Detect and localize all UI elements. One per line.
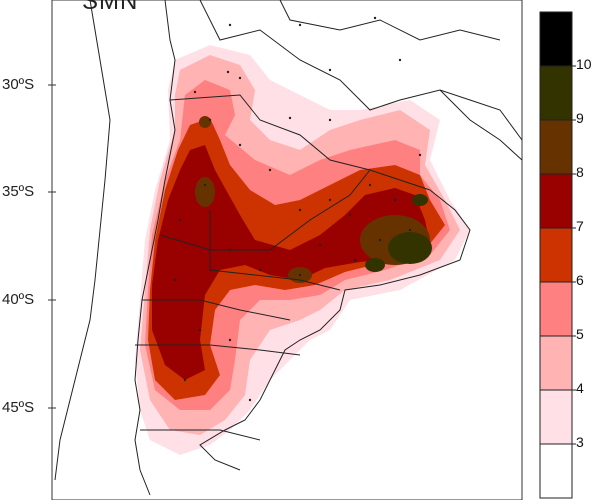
- colorbar-frame: [539, 11, 573, 499]
- station-marker: [373, 16, 377, 20]
- lat-ticks: [48, 84, 56, 409]
- station-marker: [328, 198, 332, 202]
- station-marker: [228, 248, 232, 252]
- station-markers: [173, 16, 422, 402]
- station-marker: [298, 208, 302, 212]
- colorbar-label-8: 8: [576, 164, 584, 180]
- contour-9-10-a: [388, 232, 432, 264]
- colorbar-swatch-7: [540, 174, 572, 228]
- coastline-east: [199, 189, 471, 471]
- station-marker: [408, 228, 412, 232]
- contour-8-9-a: [195, 177, 215, 207]
- contour-9-10-c: [412, 194, 428, 206]
- contour-9-10-b: [365, 258, 385, 272]
- station-marker: [378, 238, 382, 242]
- lat-label-35s: 35ºS: [2, 183, 35, 200]
- station-marker: [288, 116, 292, 120]
- station-marker: [328, 118, 332, 122]
- contour-fields: [135, 45, 470, 455]
- colorbar-label-5: 5: [576, 326, 584, 342]
- province-lines-5: [135, 344, 301, 356]
- station-marker: [393, 198, 397, 202]
- colorbar-swatch-10: [540, 12, 572, 66]
- colorbar-label-6: 6: [576, 272, 584, 288]
- province-lines-4: [142, 299, 291, 321]
- contour-7-8: [152, 145, 430, 380]
- neighbor-border-3: [439, 89, 523, 161]
- station-marker: [368, 183, 372, 187]
- station-marker: [238, 76, 242, 80]
- station-marker: [183, 378, 187, 382]
- province-lines-6: [140, 429, 261, 441]
- station-marker: [228, 338, 232, 342]
- station-marker: [418, 153, 422, 157]
- station-marker: [193, 90, 197, 94]
- station-marker: [173, 278, 177, 282]
- station-marker: [198, 328, 202, 332]
- province-lines-2: [159, 169, 371, 251]
- colorbar-swatch-9: [540, 66, 572, 120]
- colorbar-swatch-6: [540, 228, 572, 282]
- colorbar-swatch-0: [540, 444, 572, 498]
- colorbar: [539, 11, 576, 499]
- colorbar-label-4: 4: [576, 380, 584, 396]
- colorbar-swatch-4: [540, 336, 572, 390]
- station-marker: [318, 243, 322, 247]
- contour-8-9-c: [199, 116, 211, 128]
- station-marker: [178, 218, 182, 222]
- station-marker: [226, 70, 230, 74]
- station-marker: [298, 23, 302, 27]
- neighbor-border-2: [279, 0, 501, 41]
- lat-label-45s: 45ºS: [2, 399, 35, 416]
- station-marker: [258, 268, 262, 272]
- colorbar-swatch-5: [540, 282, 572, 336]
- station-marker: [328, 68, 332, 72]
- borders: [54, 0, 523, 496]
- colorbar-label-7: 7: [576, 218, 584, 234]
- lat-label-40s: 40ºS: [2, 291, 35, 308]
- country-border-west: [134, 0, 176, 496]
- station-marker: [208, 118, 212, 122]
- smn-logo: SMN: [82, 0, 139, 15]
- colorbar-ticks: [540, 65, 576, 445]
- chile-coast: [54, 0, 111, 481]
- station-marker: [348, 213, 352, 217]
- colorbar-swatch-8: [540, 120, 572, 174]
- station-marker: [248, 398, 252, 402]
- lat-label-30s: 30ºS: [2, 76, 35, 93]
- station-marker: [353, 258, 357, 262]
- colorbar-swatch-3: [540, 390, 572, 444]
- station-marker: [238, 143, 242, 147]
- colorbar-label-9: 9: [576, 110, 584, 126]
- colorbar-label-10: 10: [576, 56, 592, 72]
- station-marker: [298, 273, 302, 277]
- station-marker: [228, 23, 232, 27]
- province-lines-3: [209, 210, 341, 291]
- colorbar-label-3: 3: [576, 434, 584, 450]
- station-marker: [398, 58, 402, 62]
- neighbor-border-1: [199, 0, 523, 141]
- station-marker: [203, 183, 207, 187]
- station-marker: [268, 168, 272, 172]
